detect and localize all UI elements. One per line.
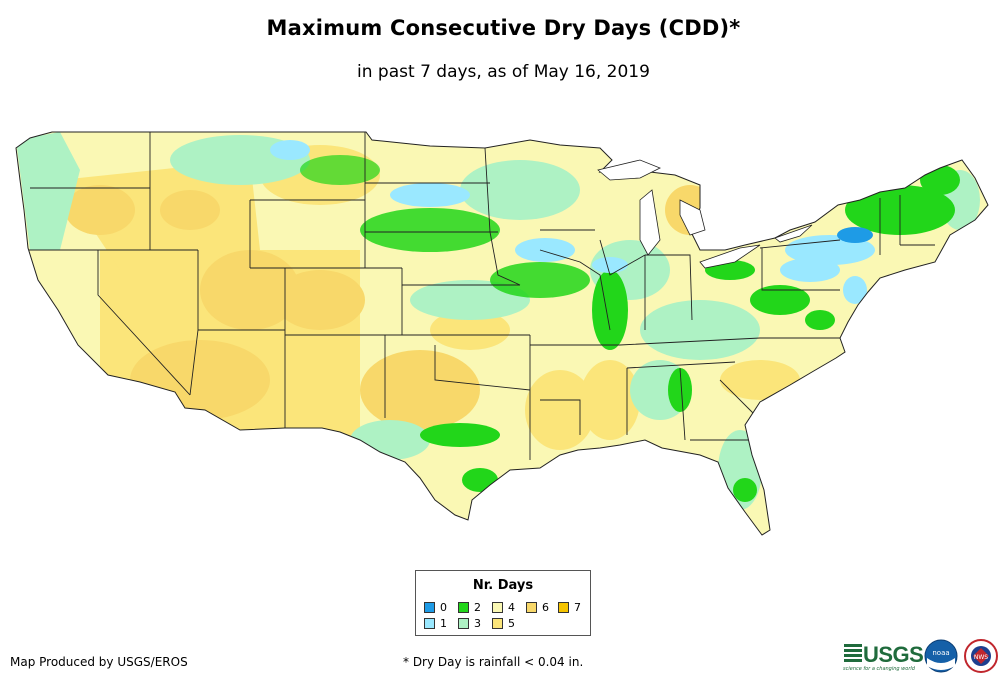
usgs-logo-icon	[844, 644, 862, 662]
legend-label-7: 7	[574, 601, 581, 614]
legend-swatch-4	[492, 602, 503, 613]
noaa-logo-text: noaa	[932, 649, 949, 657]
legend-swatch-3	[458, 618, 469, 629]
legend-label-6: 6	[542, 601, 549, 614]
map-title: Maximum Consecutive Dry Days (CDD)*	[266, 16, 741, 40]
legend-label-2: 2	[474, 601, 481, 614]
legend-swatch-6	[526, 602, 537, 613]
legend-swatch-7	[558, 602, 569, 613]
nws-logo-text: NWS	[974, 654, 988, 661]
nws-logo-icon: NWS	[964, 639, 998, 673]
legend-swatch-1	[424, 618, 435, 629]
footnote-text: * Dry Day is rainfall < 0.04 in.	[403, 655, 584, 669]
usgs-logo-text: USGS	[863, 642, 924, 667]
legend-swatch-2	[458, 602, 469, 613]
noaa-logo-icon: noaa	[924, 639, 958, 673]
legend-title: Nr. Days	[472, 578, 534, 593]
legend-swatch-5	[492, 618, 503, 629]
legend-label-0: 0	[440, 601, 447, 614]
map-subtitle: in past 7 days, as of May 16, 2019	[357, 62, 650, 82]
legend-swatch-0	[424, 602, 435, 613]
credit-text: Map Produced by USGS/EROS	[10, 655, 188, 669]
usgs-tagline: science for a changing world	[843, 666, 915, 672]
legend-label-4: 4	[508, 601, 515, 614]
agency-logos: noaa NWS USGS science for a changing wor…	[843, 638, 1003, 678]
legend-label-5: 5	[508, 617, 515, 630]
legend-label-3: 3	[474, 617, 481, 630]
legend-label-1: 1	[440, 617, 447, 630]
legend: Nr. Days 0 1 2 3 4 5 6 7	[415, 570, 591, 636]
